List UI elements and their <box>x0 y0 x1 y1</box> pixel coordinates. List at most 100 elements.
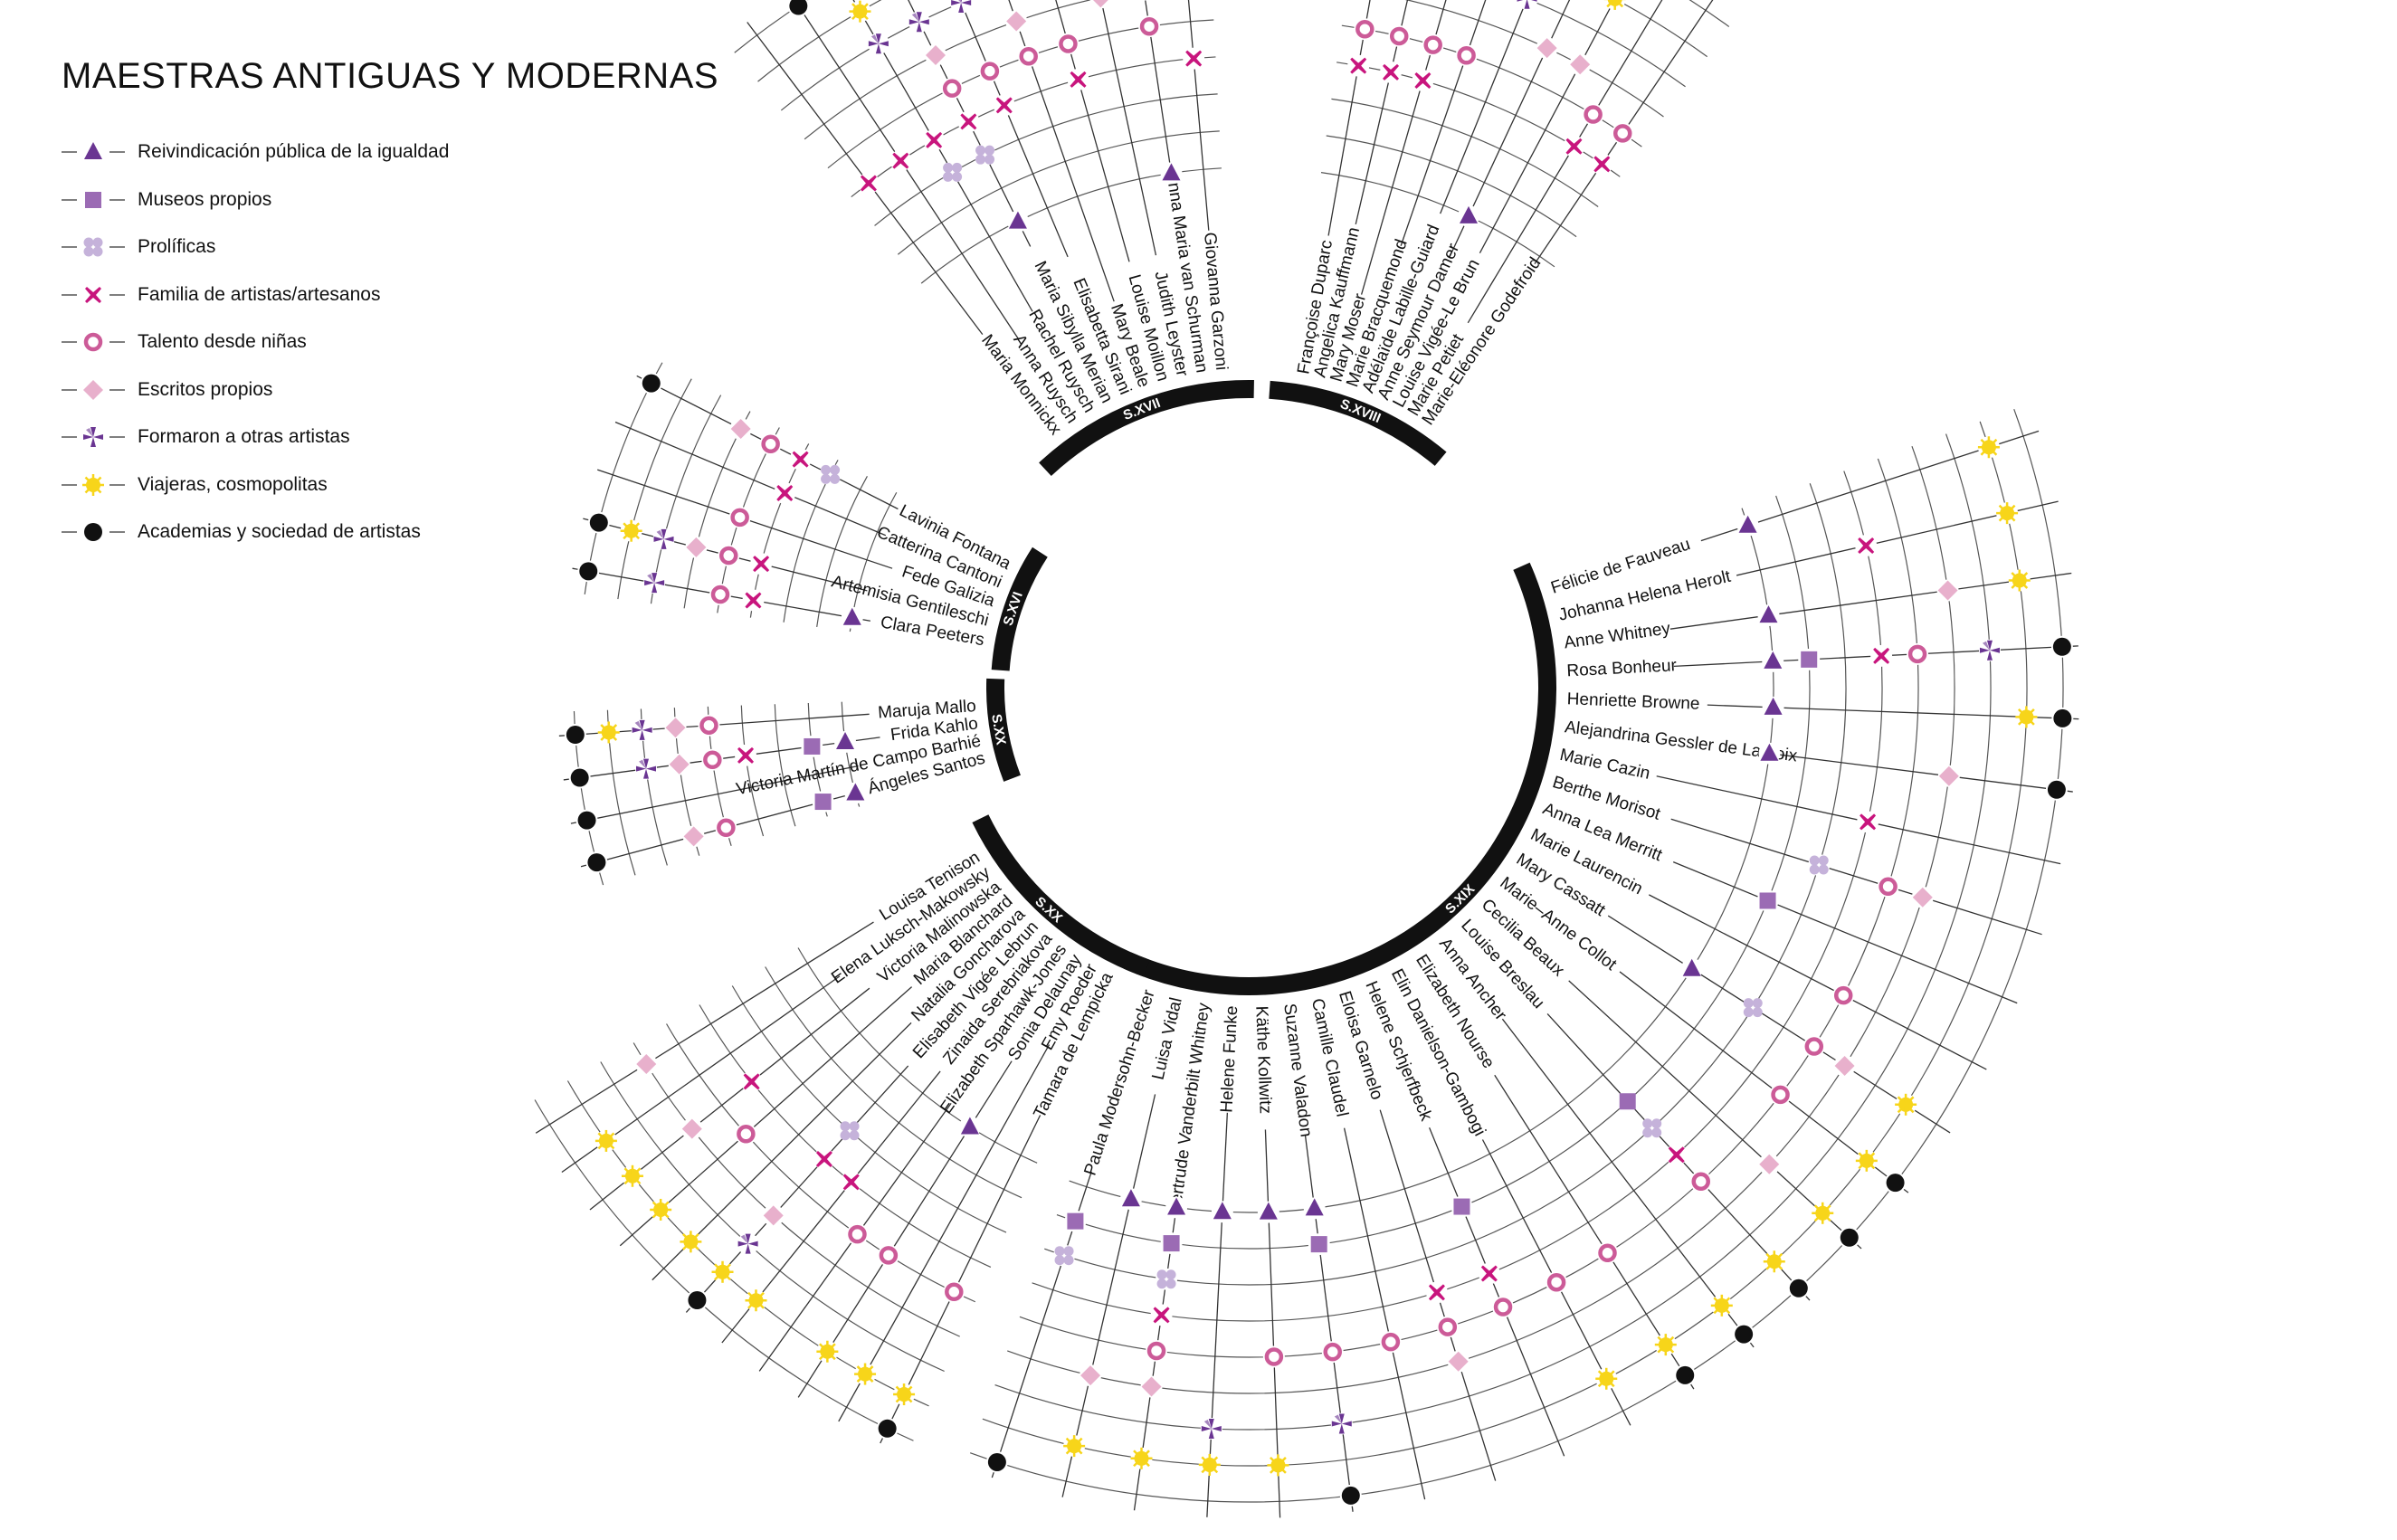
trait-academias-icon <box>688 1291 707 1310</box>
artist-line <box>1206 1112 1229 1517</box>
artist-line <box>1304 1134 1354 1512</box>
triangle-icon <box>62 141 125 163</box>
grid-ring <box>1044 483 1847 1286</box>
grid-ring <box>982 421 2028 1467</box>
artist-line <box>959 0 1069 258</box>
trait-academias-icon <box>1341 1486 1360 1505</box>
trait-academias-icon <box>587 853 606 872</box>
trait-academias-icon <box>642 374 661 393</box>
pinwheel-icon <box>62 426 125 448</box>
artist-line <box>908 0 1032 247</box>
trait-academias-icon <box>566 726 585 745</box>
grid-ring <box>1007 446 1955 1394</box>
legend-label: Familia de artistas/artesanos <box>138 283 381 305</box>
grid-ring <box>1615 0 1708 58</box>
era-label: S.XVIII <box>1338 396 1384 426</box>
artist-line <box>1327 0 1371 236</box>
grid-ring <box>1527 0 1686 88</box>
grid-ring <box>1056 495 1811 1250</box>
grid-ring <box>1069 508 1774 1213</box>
artist-line <box>1100 0 1157 256</box>
trait-museos-icon <box>1801 651 1818 668</box>
trait-viajeras-icon <box>1893 1092 1918 1117</box>
trait-viajeras-icon <box>2014 705 2039 729</box>
grid-ring <box>1688 0 1730 27</box>
symbol-backdrop <box>1139 0 1147 1</box>
square-icon <box>62 188 125 211</box>
artist-line <box>1429 1126 1565 1457</box>
grid-ring <box>757 0 882 82</box>
trait-viajeras-icon <box>619 518 643 543</box>
trait-academias-icon <box>1735 1325 1754 1344</box>
cross-icon <box>62 283 125 306</box>
artist-line <box>1264 1129 1281 1518</box>
grid-ring <box>1032 471 1883 1322</box>
legend-label: Museos propios <box>138 188 272 210</box>
trait-viajeras-icon <box>1266 1453 1290 1478</box>
artist-line <box>1607 915 1951 1134</box>
dot-icon <box>62 521 125 543</box>
artist-line <box>614 421 887 537</box>
artist-line <box>838 1044 1051 1422</box>
trait-viajeras-icon <box>852 1362 878 1386</box>
grid-ring <box>804 0 1093 140</box>
trait-viajeras-icon <box>1197 1452 1222 1478</box>
artist-line <box>1568 980 1862 1250</box>
trait-viajeras-icon <box>1762 1250 1787 1274</box>
trait-academias-icon <box>577 811 596 830</box>
grid-ring <box>874 93 1218 226</box>
trait-academias-icon <box>579 562 598 581</box>
artist-name: Anne Whitney <box>1563 619 1672 652</box>
era-arc <box>1039 380 1254 476</box>
era-arc <box>986 678 1021 782</box>
trait-viajeras-icon <box>1811 1201 1835 1226</box>
artist-line <box>1501 1018 1755 1348</box>
artist-name: Henriette Browne <box>1566 689 1699 714</box>
legend-label: Prolíficas <box>138 236 216 257</box>
artist-line <box>1449 0 1571 257</box>
artist-line <box>797 1060 1013 1398</box>
trait-viajeras-icon <box>648 1197 673 1222</box>
trait-viajeras-icon <box>815 1339 840 1364</box>
artist-line <box>1669 572 2072 630</box>
grid-ring <box>780 0 970 111</box>
artist-line <box>1672 861 2018 1004</box>
artist-line <box>1187 0 1210 231</box>
era-label: S.XVI <box>1001 590 1026 628</box>
artist-name: Suzanne Valadon <box>1279 1003 1315 1138</box>
artist-line <box>570 765 859 824</box>
artist-name: Luisa Vidal <box>1149 996 1186 1082</box>
page-title: MAESTRAS ANTIGUAS Y MODERNAS <box>62 56 719 96</box>
artist-line <box>1440 0 1527 214</box>
era-arc <box>972 814 1150 977</box>
grid-ring <box>740 705 765 837</box>
legend-label: Reivindicación pública de la igualdad <box>138 141 450 162</box>
grid-ring <box>897 130 1220 255</box>
grid-ring <box>1019 458 1919 1358</box>
artist-line <box>1008 0 1115 302</box>
trait-viajeras-icon <box>1854 1148 1879 1174</box>
era-arc <box>1123 562 1556 995</box>
trait-museos-icon <box>814 794 832 811</box>
trait-academias-icon <box>589 513 608 532</box>
trait-museos-icon <box>1310 1236 1327 1253</box>
trait-museos-icon <box>1759 892 1776 909</box>
legend-label: Formaron a otras artistas <box>138 426 350 447</box>
diamond-icon <box>62 378 125 401</box>
trait-academias-icon <box>1840 1228 1859 1247</box>
artist-line <box>535 921 874 1134</box>
trait-viajeras-icon <box>1709 1293 1735 1318</box>
trait-viajeras-icon <box>596 720 621 745</box>
legend-label: Talento desde niñas <box>138 331 307 352</box>
era-label: S.XX <box>988 713 1008 746</box>
artist-line <box>1343 1127 1426 1500</box>
trait-academias-icon <box>987 1452 1006 1471</box>
trait-museos-icon <box>1163 1235 1180 1252</box>
artist-line <box>1648 894 1987 1070</box>
artist-line <box>1355 0 1409 225</box>
grid-ring <box>774 704 796 827</box>
trait-museos-icon <box>1067 1212 1084 1230</box>
grid-ring <box>969 408 2064 1503</box>
trait-academias-icon <box>2047 780 2066 799</box>
